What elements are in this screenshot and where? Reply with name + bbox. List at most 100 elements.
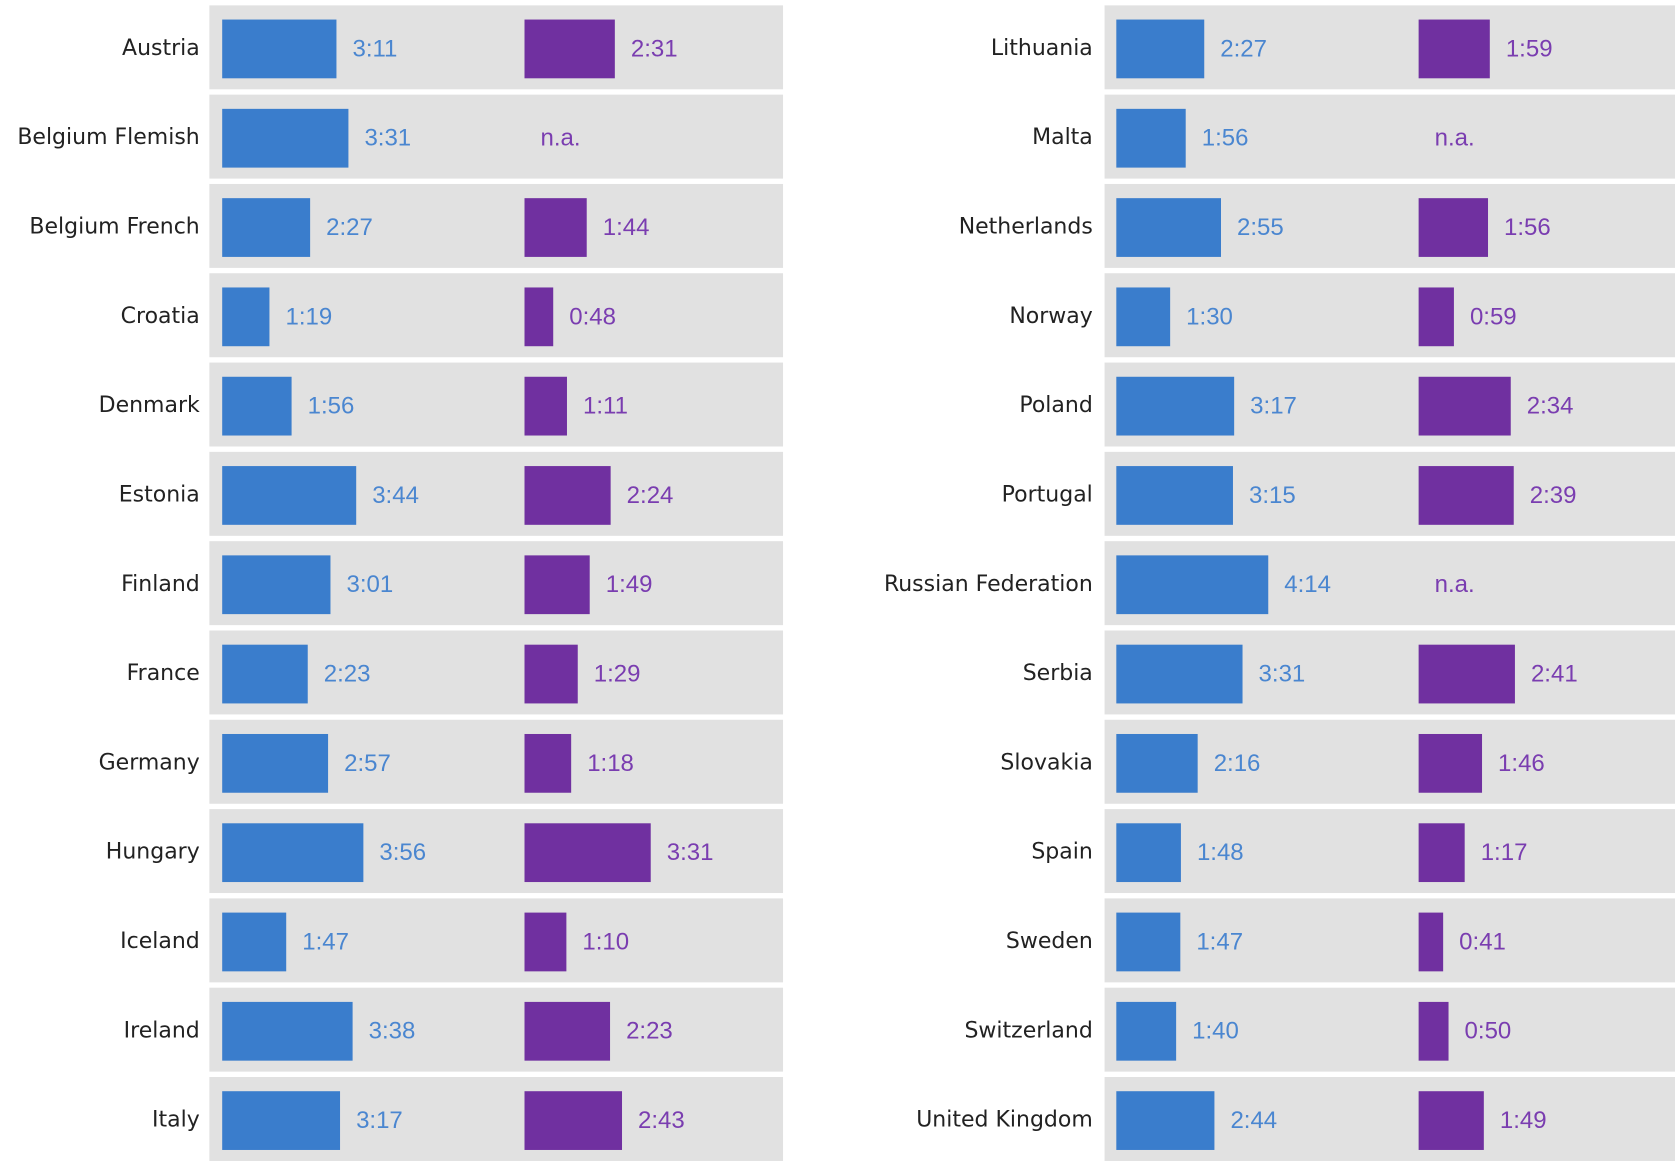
- category-label: Poland: [1019, 393, 1092, 418]
- category-label: Finland: [121, 572, 200, 597]
- value-label: 1:40: [1192, 1018, 1239, 1045]
- value-label: n.a.: [541, 125, 581, 152]
- value-label: 2:41: [1531, 660, 1578, 687]
- bar: [1116, 198, 1221, 257]
- bar: [1418, 644, 1515, 704]
- value-label: 2:55: [1237, 214, 1284, 241]
- bar: [524, 287, 554, 347]
- value-label: 0:41: [1459, 928, 1506, 955]
- row-background: [209, 898, 784, 983]
- value-label: 1:11: [583, 393, 628, 420]
- value-label: 2:44: [1230, 1107, 1277, 1134]
- value-label: 3:01: [346, 571, 393, 598]
- bar: [222, 912, 287, 972]
- bar: [1116, 823, 1181, 883]
- value-label: 1:46: [1498, 750, 1545, 777]
- category-label: Estonia: [119, 482, 200, 507]
- value-label: 1:56: [1504, 214, 1551, 241]
- value-label: 0:50: [1465, 1018, 1512, 1045]
- bar: [1116, 912, 1181, 972]
- value-label: 2:34: [1527, 393, 1574, 420]
- value-label: 3:17: [356, 1107, 403, 1134]
- bar: [524, 198, 587, 257]
- value-label: 1:18: [587, 750, 634, 777]
- category-label: Netherlands: [959, 215, 1093, 240]
- bar: [524, 823, 651, 883]
- bar: [1418, 912, 1444, 972]
- value-label: 3:38: [369, 1018, 416, 1045]
- bar: [1116, 287, 1171, 347]
- value-label: 1:17: [1481, 839, 1528, 866]
- bar: [222, 108, 349, 168]
- value-label: 2:23: [626, 1018, 673, 1045]
- value-label: 1:59: [1506, 35, 1553, 62]
- value-label: 1:49: [1500, 1107, 1547, 1134]
- value-label: 2:27: [326, 214, 373, 241]
- category-label: Sweden: [1006, 929, 1093, 954]
- value-label: 2:57: [344, 750, 391, 777]
- value-label: 2:31: [631, 35, 678, 62]
- value-label: 1:56: [308, 393, 355, 420]
- bar: [1418, 733, 1483, 793]
- bar: [1418, 376, 1511, 436]
- bar: [1418, 823, 1465, 883]
- category-label: Germany: [99, 750, 200, 775]
- bar: [1418, 287, 1454, 347]
- bar: [222, 1091, 341, 1150]
- value-label: 1:44: [603, 214, 650, 241]
- bar: [1418, 1091, 1484, 1150]
- bar: [1116, 19, 1205, 79]
- bar: [524, 19, 615, 79]
- bar: [1116, 555, 1269, 615]
- bar: [524, 1091, 623, 1150]
- value-label: 0:59: [1470, 303, 1517, 330]
- value-label: 1:47: [302, 928, 349, 955]
- value-label: 1:56: [1202, 125, 1249, 152]
- value-label: 1:49: [606, 571, 653, 598]
- category-label: Serbia: [1023, 661, 1093, 686]
- category-label: Italy: [152, 1108, 200, 1133]
- value-label: n.a.: [1435, 125, 1475, 152]
- category-label: Malta: [1032, 125, 1093, 150]
- value-label: 3:44: [372, 482, 419, 509]
- bar: [1418, 1001, 1449, 1061]
- category-label: Belgium French: [29, 215, 199, 240]
- bar: [1116, 733, 1198, 793]
- row-background: [1104, 94, 1675, 179]
- category-label: Norway: [1009, 304, 1092, 329]
- bar: [1418, 466, 1514, 525]
- value-label: 1:19: [285, 303, 332, 330]
- bar: [222, 287, 270, 347]
- bar: [222, 733, 329, 793]
- value-label: 3:31: [667, 839, 714, 866]
- row-background: [1104, 898, 1675, 983]
- category-label: Iceland: [120, 929, 200, 954]
- row-background: [209, 362, 784, 447]
- category-label: Slovakia: [1000, 750, 1092, 775]
- bar: [1116, 1001, 1177, 1061]
- bar: [524, 376, 567, 436]
- value-label: 3:31: [364, 125, 411, 152]
- value-label: 1:29: [594, 660, 641, 687]
- bar: [222, 1001, 353, 1061]
- value-label: 3:11: [352, 35, 397, 62]
- value-label: 3:56: [379, 839, 426, 866]
- bar: [1418, 198, 1489, 257]
- value-label: 2:43: [638, 1107, 685, 1134]
- row-background: [1104, 273, 1675, 358]
- bar: [1116, 1091, 1215, 1150]
- bar: [222, 823, 364, 883]
- value-label: 1:10: [582, 928, 629, 955]
- bar: [222, 198, 311, 257]
- category-label: Lithuania: [991, 36, 1093, 61]
- bar: [1116, 644, 1243, 704]
- value-label: 3:15: [1249, 482, 1296, 509]
- bar: [1116, 376, 1235, 436]
- value-label: 1:30: [1186, 303, 1233, 330]
- row-background: [1104, 719, 1675, 804]
- row-background: [209, 273, 784, 358]
- value-label: 2:24: [627, 482, 674, 509]
- value-label: 2:39: [1530, 482, 1577, 509]
- bar: [524, 733, 572, 793]
